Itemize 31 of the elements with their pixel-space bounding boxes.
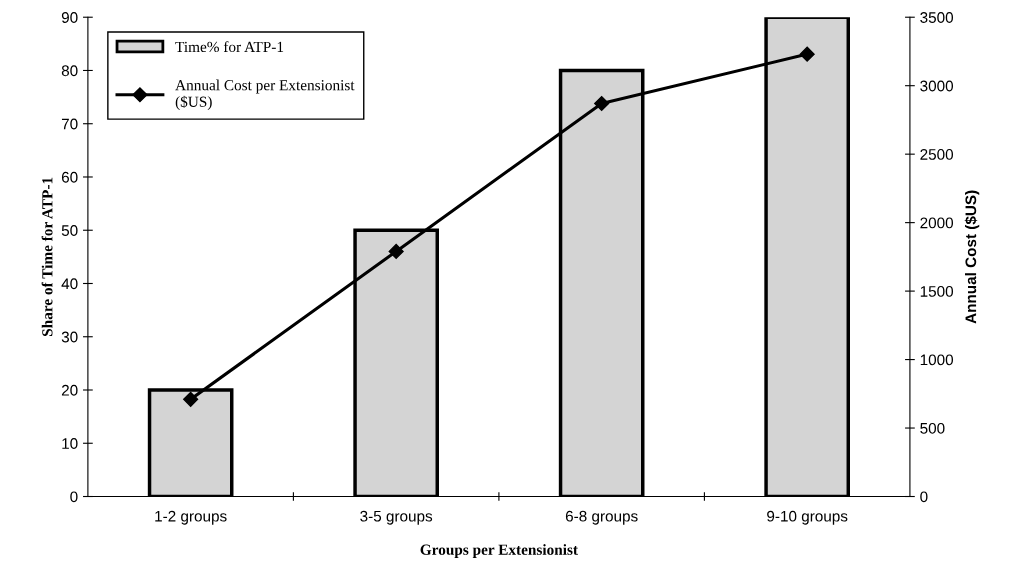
y2-tick-label: 2000 <box>920 217 954 229</box>
y-tick-label: 60 <box>61 171 78 183</box>
y2-tick-label: 1000 <box>920 354 954 366</box>
y-tick-label: 90 <box>61 12 78 23</box>
x-tick-label: 3-5 groups <box>360 510 433 525</box>
y2-tick-label: 500 <box>920 422 945 434</box>
y-tick-label: 30 <box>61 331 78 343</box>
y2-tick-label: 3000 <box>920 80 954 92</box>
y-tick-label: 80 <box>61 65 78 77</box>
y2-axis-title: Annual Cost ($US) <box>964 190 980 324</box>
point <box>183 391 199 407</box>
x-tick-label: 1-2 groups <box>155 510 227 525</box>
point <box>388 243 404 259</box>
legend-label: Time% for ATP-1 <box>175 41 284 53</box>
y-tick-label: 50 <box>61 225 78 236</box>
point <box>799 46 815 62</box>
y-tick-label: 20 <box>61 384 78 396</box>
y2-tick-label: 1500 <box>920 285 954 297</box>
y2-tick-label: 2500 <box>920 149 954 160</box>
x-tick-label: 6-8 groups <box>565 510 638 525</box>
legend-label: Annual Cost per Extensionist ($US) <box>175 79 355 110</box>
y2-tick-label: 3500 <box>920 12 954 23</box>
x-tick-label: 9-10 groups <box>767 510 848 525</box>
y-tick-label: 70 <box>61 118 78 130</box>
y-tick-label: 0 <box>70 491 78 503</box>
y2-tick-label: 0 <box>920 491 928 503</box>
y-tick-label: 40 <box>61 278 78 290</box>
x-axis-title: Groups per Extensionist <box>420 544 578 558</box>
y-axis-title: Share of Time for ATP-1 <box>41 177 53 336</box>
y-tick-label: 10 <box>62 438 78 449</box>
point <box>594 95 610 112</box>
